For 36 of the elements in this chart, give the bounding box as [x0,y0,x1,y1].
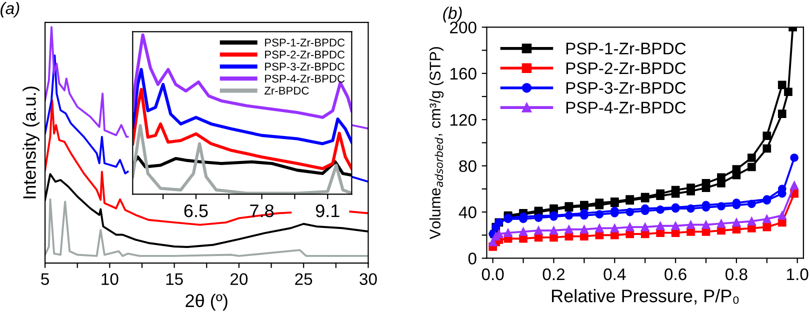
y-tick-label: 200 [450,22,476,34]
x-axis-title: Relative Pressure, P/P₀ [552,289,739,304]
x-tick-label: 0.8 [726,268,748,280]
x-tick-label: 25 [295,273,312,286]
legend-label: PSP-4-Zr-BPDC [566,102,686,114]
x-tick-label: 0.0 [482,268,504,280]
x-tick-label: 15 [166,273,183,286]
legend-label: PSP-4-Zr-BPDC [265,74,345,83]
y-axis-title: Volume$_{adsorbed}$, cm³/g (STP) [429,47,444,240]
x-tick-label: 0.6 [664,268,686,280]
legend-label: Zr-BPDC [264,86,309,95]
x-tick-label: 9.1 [316,204,340,218]
legend-label: PSP-1-Zr-BPDC [566,42,686,54]
y-tick-label: 0 [468,252,476,264]
legend-label: PSP-3-Zr-BPDC [265,62,345,71]
y-axis-title: Intensity (a.u.) [22,86,40,198]
legend-label: PSP-2-Zr-BPDC [265,50,345,59]
y-tick-label: 40 [458,206,476,218]
x-tick-label: 6.5 [184,204,208,218]
x-tick-label: 1.0 [787,268,808,280]
x-axis-title: 2θ (º) [186,294,228,311]
chart-title: (a) [0,2,20,18]
legend-label: PSP-1-Zr-BPDC [265,38,345,47]
x-tick-label: 0.4 [604,268,626,280]
y-tick-label: 80 [459,160,476,172]
x-tick-label: 10 [102,273,118,286]
x-tick-label: 30 [360,273,377,286]
legend-label: PSP-3-Zr-BPDC [566,82,686,94]
x-tick-label: 7.8 [250,204,274,218]
x-tick-label: 0.2 [542,268,564,280]
y-tick-label: 120 [450,114,476,126]
y-tick-label: 160 [450,68,476,80]
x-tick-label: 5 [41,273,49,286]
legend-label: PSP-2-Zr-BPDC [566,62,686,74]
x-tick-label: 20 [230,273,248,286]
chart-title: (b) [443,6,462,22]
